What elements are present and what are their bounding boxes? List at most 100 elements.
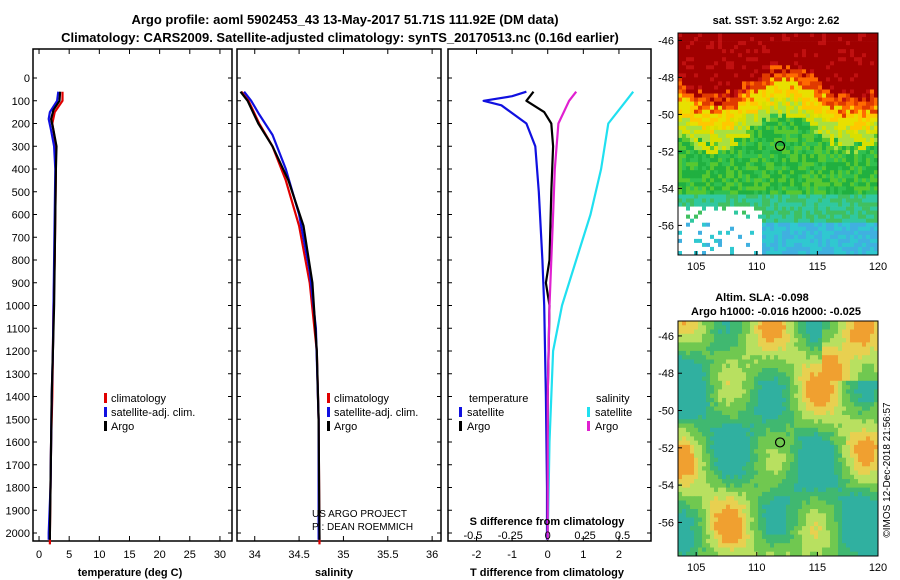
map-cell xyxy=(682,440,687,446)
map-cell xyxy=(742,368,747,373)
map-cell xyxy=(714,158,719,163)
legend-group-temperature: temperature xyxy=(469,393,528,405)
map-cell xyxy=(710,242,715,248)
map-cell xyxy=(806,393,811,399)
map-cell xyxy=(694,226,699,232)
map-cell xyxy=(694,69,699,74)
map-cell xyxy=(694,389,699,395)
map-cell xyxy=(706,423,711,429)
map-cell xyxy=(866,214,871,219)
map-cell xyxy=(834,150,839,155)
map-cell xyxy=(802,194,807,199)
map-cell xyxy=(702,178,707,183)
map-cell xyxy=(782,198,787,203)
map-cell xyxy=(694,154,699,159)
map-cell xyxy=(734,389,739,395)
map-cell xyxy=(834,242,839,248)
map-cell xyxy=(694,150,699,155)
map-cell xyxy=(818,359,823,365)
map-cell xyxy=(782,97,787,102)
map-cell xyxy=(846,101,851,106)
map-cell xyxy=(750,162,755,167)
map-cell xyxy=(838,218,843,224)
map-cell xyxy=(702,333,707,339)
map-cell xyxy=(778,142,783,147)
map-cell xyxy=(830,389,835,395)
map-cell xyxy=(842,474,847,480)
map-cell xyxy=(822,376,827,382)
map-cell xyxy=(866,333,871,339)
map-cell xyxy=(754,238,759,244)
map-cell xyxy=(774,129,779,135)
legend-label-climatology: climatology xyxy=(334,393,390,405)
map-cell xyxy=(710,133,715,139)
map-cell xyxy=(730,33,735,38)
map-cell xyxy=(726,166,731,171)
map-cell xyxy=(830,363,835,369)
map-cell xyxy=(790,81,795,86)
map-cell xyxy=(870,474,875,480)
map-cell xyxy=(742,427,747,433)
map-cell xyxy=(862,57,867,62)
map-cell xyxy=(770,321,775,326)
map-cell xyxy=(842,97,847,102)
map-cell xyxy=(786,385,791,390)
map-cell xyxy=(862,182,867,187)
map-cell xyxy=(834,214,839,219)
map-cell xyxy=(850,415,855,420)
map-cell xyxy=(830,133,835,139)
map-cell xyxy=(838,77,843,82)
map-cell xyxy=(810,166,815,171)
map-cell xyxy=(754,202,759,207)
map-cell xyxy=(678,487,683,493)
map-cell xyxy=(842,389,847,395)
map-cell xyxy=(782,474,787,480)
map-cell xyxy=(766,150,771,155)
map-cell xyxy=(794,246,799,252)
map-cell xyxy=(810,214,815,219)
map-cell xyxy=(678,423,683,429)
map-cell xyxy=(802,198,807,203)
map-cell xyxy=(830,246,835,252)
map-cell xyxy=(698,246,703,252)
map-cell xyxy=(686,182,691,187)
map-cell xyxy=(706,113,711,119)
map-cell xyxy=(738,57,743,62)
map-cell xyxy=(682,109,687,115)
map-cell xyxy=(830,329,835,335)
map-cell xyxy=(770,105,775,111)
map-cell xyxy=(702,170,707,175)
map-cell xyxy=(678,427,683,433)
map-cell xyxy=(730,158,735,163)
map-cell xyxy=(790,97,795,102)
map-cell xyxy=(790,449,795,454)
map-cell xyxy=(826,427,831,433)
map-cell xyxy=(758,325,763,330)
map-cell xyxy=(698,170,703,175)
map-cell xyxy=(742,440,747,446)
map-cell xyxy=(822,449,827,454)
map-cell xyxy=(814,406,819,412)
map-cell xyxy=(874,125,879,131)
map-cell xyxy=(770,222,775,228)
map-cell xyxy=(854,444,859,450)
map-cell xyxy=(706,355,711,360)
map-cell xyxy=(770,402,775,407)
map-cell xyxy=(766,182,771,187)
map-cell xyxy=(770,133,775,139)
map-cell xyxy=(790,121,795,127)
map-cell xyxy=(734,206,739,211)
map-cell xyxy=(834,186,839,191)
map-cell xyxy=(706,142,711,147)
map-cell xyxy=(818,57,823,62)
map-cell xyxy=(866,178,871,183)
map-cell xyxy=(874,234,879,240)
map-cell xyxy=(778,338,783,343)
map-cell xyxy=(874,238,879,244)
map-cell xyxy=(714,470,719,476)
map-cell xyxy=(794,150,799,155)
map-cell xyxy=(834,333,839,339)
map-cell xyxy=(806,81,811,86)
map-cell xyxy=(846,338,851,343)
map-cell xyxy=(714,368,719,373)
